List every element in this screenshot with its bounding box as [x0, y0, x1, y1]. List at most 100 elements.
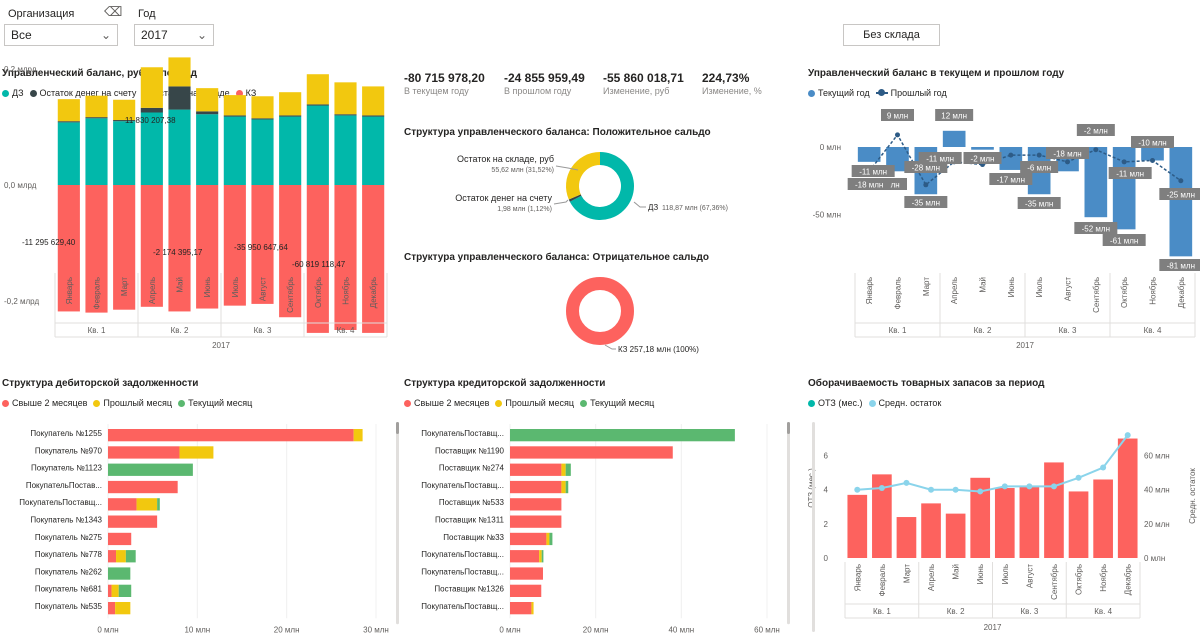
- bar-otz: [945, 513, 966, 558]
- legend-item-cur-month[interactable]: Текущий месяц: [178, 398, 252, 408]
- bar-segment: [223, 116, 246, 185]
- bar-segment-kz: [251, 185, 274, 304]
- data-label: -35 950 647,64: [234, 243, 288, 252]
- org-dropdown[interactable]: Все ⌄: [4, 24, 118, 46]
- category-label: Поставщик №274: [439, 464, 505, 473]
- yoy-month-label: Июль: [1035, 277, 1044, 297]
- no-warehouse-button[interactable]: Без склада: [843, 24, 940, 46]
- creditors-chart: 0 млн 20 млн 40 млн 60 млн ПокупательПоставщ…: [421, 422, 790, 634]
- bar-otz: [994, 488, 1015, 558]
- category-label: Покупатель №535: [35, 602, 103, 611]
- legend-item-cash[interactable]: Остаток денег на счету: [29, 88, 136, 98]
- data-label: -18 млн: [1053, 150, 1081, 159]
- bar-otz: [1044, 462, 1064, 558]
- bar-segment: [118, 584, 132, 597]
- bar-segment-kz: [334, 185, 357, 330]
- kpi-prev-year-value: -24 855 959,49: [504, 71, 585, 85]
- bar-segment: [539, 550, 542, 563]
- data-label: -6 млн: [1027, 164, 1051, 173]
- bar-segment: [57, 121, 80, 123]
- turnover-chart: 6 4 2 0 60 млн 40 млн 20 млн 0 млн ОТЗ (мес.) Сре…: [807, 422, 1197, 632]
- bar-segment: [140, 112, 163, 185]
- balance-year-label: 2017: [212, 341, 230, 350]
- bar-segment: [510, 498, 562, 511]
- data-label: -2 млн: [971, 155, 995, 164]
- data-label-bg: [1046, 147, 1089, 159]
- donut-positive-chart: Остаток на складе, руб 55,62 млн (31,52%)…: [455, 152, 728, 220]
- legend-item-current-year[interactable]: Текущий год: [808, 88, 870, 98]
- kpi-change-pct-label: Изменение, %: [702, 86, 762, 96]
- category-label: ПокупательПоставщ...: [421, 602, 504, 611]
- leader-line: [553, 199, 569, 205]
- data-label: -28 млн: [912, 164, 940, 173]
- bar-segment: [334, 115, 357, 185]
- data-label-bg: [1159, 259, 1200, 271]
- point-avg-stock: [928, 486, 935, 493]
- scrollbar-track: [787, 422, 790, 625]
- legend-item-avg-stock[interactable]: Средн. остаток: [868, 398, 941, 408]
- point-prev-year: [1150, 158, 1155, 163]
- eraser-icon[interactable]: ⌫: [104, 4, 123, 19]
- bar-segment: [531, 602, 534, 615]
- x-tick-label: 20 млн: [274, 625, 300, 634]
- bar-otz: [921, 503, 941, 558]
- turnover-quarter-label: Кв. 4: [1094, 607, 1112, 616]
- legend-item-cur-month[interactable]: Текущий месяц: [580, 398, 654, 408]
- y-right-tick-label: 20 млн: [1144, 520, 1170, 529]
- bar-segment: [306, 105, 329, 185]
- bar-segment: [510, 446, 673, 459]
- balance-month-label: Апрель: [148, 277, 157, 304]
- category-label: Поставщик №1311: [435, 516, 505, 525]
- category-label: ПокупательПостав...: [26, 481, 102, 490]
- category-label: Покупатель №1255: [30, 429, 102, 438]
- balance-month-label: Январь: [65, 277, 74, 304]
- balance-quarter-label: Кв. 1: [88, 326, 106, 335]
- year-dropdown[interactable]: 2017 ⌄: [134, 24, 214, 46]
- legend-item-over2[interactable]: Свыше 2 месяцев: [404, 398, 489, 408]
- bar-segment: [353, 429, 363, 442]
- leader-line: [555, 165, 579, 171]
- bar-segment: [362, 86, 385, 116]
- bar-segment: [510, 463, 562, 476]
- category-label: Покупатель №1123: [31, 464, 103, 473]
- legend-item-prev-month[interactable]: Прошлый месяц: [495, 398, 574, 408]
- x-tick-label: 0 млн: [499, 625, 520, 634]
- kpi-current-year-label: В текущем году: [404, 86, 469, 96]
- point-avg-stock: [1050, 483, 1057, 490]
- yoy-month-label: Апрель: [950, 277, 959, 304]
- bar-segment: [108, 446, 180, 459]
- category-label: Покупатель №778: [35, 550, 103, 559]
- y-right-tick-label: 60 млн: [1144, 452, 1170, 461]
- donut-label: КЗ 257,18 млн (100%): [618, 345, 699, 354]
- yoy-month-label: Февраль: [894, 277, 903, 310]
- y-left-tick-label: 6: [824, 452, 829, 461]
- turnover-month-label: Март: [902, 564, 911, 583]
- balance-month-label: Февраль: [93, 277, 102, 310]
- bar-segment: [362, 115, 385, 117]
- kpi-change-rub-value: -55 860 018,71: [603, 71, 684, 85]
- category-label: ПокупательПоставщ...: [421, 567, 504, 576]
- data-label: 11 830 207,38: [125, 116, 176, 125]
- data-label-bg: [1076, 124, 1115, 136]
- legend-item-over2[interactable]: Свыше 2 месяцев: [2, 398, 87, 408]
- debtors-chart-legend: Свыше 2 месяцев Прошлый месяц Текущий ме…: [2, 398, 252, 408]
- point-avg-stock: [952, 486, 959, 493]
- bar-segment: [108, 498, 137, 511]
- data-label: -17 млн: [997, 176, 1025, 185]
- legend-item-dz[interactable]: ДЗ: [2, 88, 24, 98]
- turnover-year-label: 2017: [984, 623, 1002, 632]
- legend-item-prev-month[interactable]: Прошлый месяц: [93, 398, 172, 408]
- turnover-month-label: Февраль: [878, 564, 887, 597]
- bar-segment: [510, 480, 562, 494]
- data-label: -11 295 629,40: [22, 238, 76, 247]
- legend-item-prev-year[interactable]: Прошлый год: [875, 88, 947, 98]
- legend-item-kz[interactable]: КЗ: [235, 88, 256, 98]
- data-label: -11 млн: [926, 155, 954, 164]
- line-avg-stock: [857, 434, 1129, 493]
- category-label: Покупатель №275: [35, 533, 103, 542]
- point-avg-stock: [977, 488, 984, 495]
- bar-segment: [179, 446, 214, 459]
- kpi-change-pct-value: 224,73%: [702, 71, 750, 85]
- bar-current-year: [971, 147, 994, 150]
- legend-item-otz[interactable]: ОТЗ (мес.): [808, 398, 863, 408]
